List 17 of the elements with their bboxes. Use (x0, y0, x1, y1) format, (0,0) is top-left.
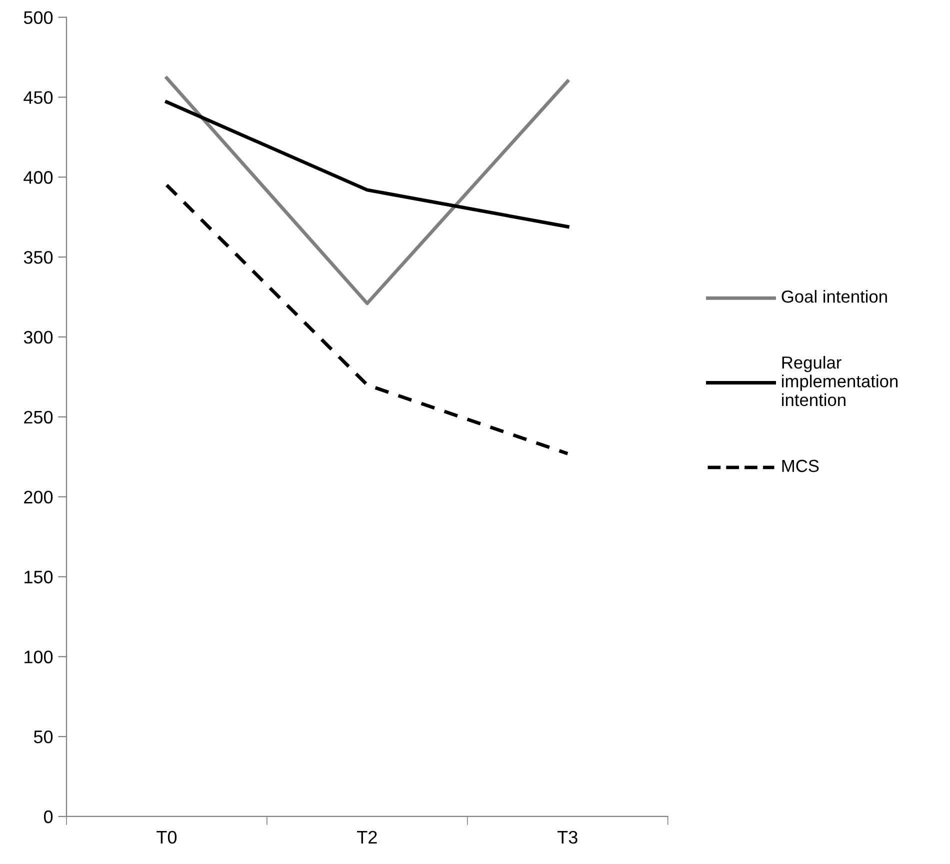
y-tick-label: 200 (24, 490, 53, 504)
y-tick-label: 50 (34, 730, 53, 744)
legend-label: MCS (782, 460, 819, 472)
x-tick-label: T0 (156, 830, 177, 844)
legend-label: Regular implementation intention (782, 356, 898, 406)
x-tick-label: T2 (357, 830, 377, 844)
y-tick-label: 250 (24, 410, 53, 424)
y-tick-label: 100 (24, 650, 53, 664)
y-tick-label: 500 (24, 11, 53, 24)
y-tick-label: 450 (24, 91, 53, 104)
x-tick-label: T3 (557, 830, 578, 844)
y-tick-label: 400 (24, 171, 53, 184)
y-tick-label: 0 (44, 810, 53, 824)
y-tick-label: 350 (24, 250, 53, 264)
y-tick-label: 150 (24, 570, 53, 584)
legend-label: Goal intention (782, 290, 887, 303)
y-tick-label: 300 (24, 330, 53, 344)
